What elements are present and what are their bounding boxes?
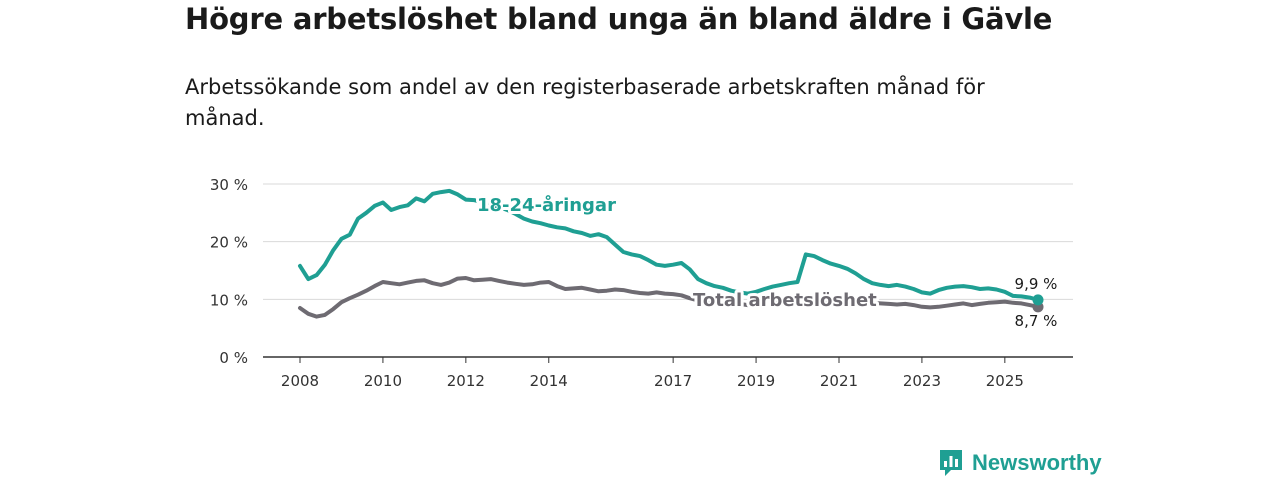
brand-name: Newsworthy	[972, 450, 1102, 475]
series-label-total: Total arbetslöshet	[693, 290, 877, 311]
y-tick-label: 10 %	[210, 291, 248, 309]
chart-subtitle: Arbetssökande som andel av den registerb…	[185, 75, 985, 130]
series-line-18-24	[298, 188, 1040, 302]
x-tick-label: 2008	[281, 372, 319, 390]
x-tick-label: 2012	[447, 372, 485, 390]
bar-chart-speech-bubble-icon	[940, 450, 962, 476]
x-tick-label: 2019	[737, 372, 775, 390]
gridlines	[263, 183, 1073, 300]
series-label-18-24: 18-24-åringar	[477, 194, 616, 216]
x-tick-label: 2014	[530, 372, 568, 390]
x-tick-label: 2025	[986, 372, 1024, 390]
end-label-18-24-halo: 9,9 %	[1015, 275, 1058, 293]
chart-title: Högre arbetslöshet bland unga än bland ä…	[185, 2, 1053, 36]
x-tick-label: 2010	[364, 372, 402, 390]
end-label-total-halo: 8,7 %	[1015, 312, 1058, 330]
axes: 0 % 10 % 20 % 30 % 2008 2010 2012 2014 2017 2019 2…	[210, 176, 1073, 390]
x-tick-label: 2017	[654, 372, 692, 390]
end-point-18-24	[1032, 294, 1044, 306]
x-tick-label: 2023	[903, 372, 941, 390]
newsworthy-brand: Newsworthy	[938, 448, 1102, 478]
series-label-18-24-halo: 18-24-åringar	[477, 194, 616, 216]
y-tick-label: 30 %	[210, 176, 248, 194]
end-label-total: 8,7 %	[1015, 312, 1058, 330]
x-tick-label: 2021	[820, 372, 858, 390]
end-label-18-24: 9,9 %	[1015, 275, 1058, 293]
y-tick-label: 20 %	[210, 234, 248, 252]
series-label-total-halo: Total arbetslöshet	[693, 290, 877, 311]
series-line-total	[298, 276, 1040, 319]
y-tick-label: 0 %	[219, 349, 248, 367]
series-lines	[298, 188, 1044, 319]
